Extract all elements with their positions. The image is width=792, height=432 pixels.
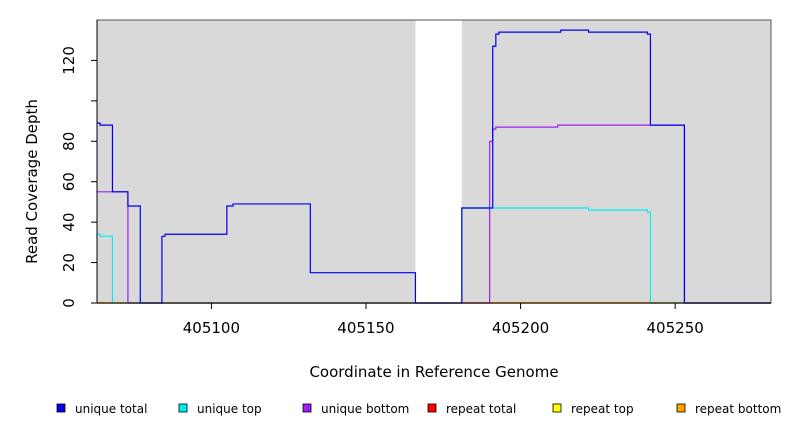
legend-swatch (302, 403, 312, 413)
series-line-unique-top (97, 207, 771, 304)
legend-swatch (427, 403, 437, 413)
shaded-region-1 (97, 20, 416, 303)
axes: 405100 405150 405200 405250 0 20 40 60 80 120 (60, 20, 771, 337)
y-axis-title: Read Coverage Depth (23, 99, 41, 264)
y-tick-label: 60 (60, 172, 78, 191)
legend-label: unique top (197, 402, 262, 416)
legend-swatch (676, 403, 686, 413)
shaded-region-2 (461, 20, 771, 303)
y-tick-label: 120 (60, 46, 78, 75)
legend-swatch (56, 403, 66, 413)
y-tick-label: 20 (60, 253, 78, 272)
y-tick-label: 40 (60, 213, 78, 232)
legend: unique total unique top unique bottom repea… (56, 402, 781, 416)
x-tick-label: 405250 (647, 319, 704, 337)
legend-label: repeat bottom (695, 402, 781, 416)
x-tick-label: 405150 (337, 319, 394, 337)
legend-label: repeat top (571, 402, 634, 416)
y-tick-label: 80 (60, 132, 78, 151)
x-axis-title: Coordinate in Reference Genome (309, 363, 558, 381)
y-tick-label: 0 (60, 298, 78, 308)
legend-label: repeat total (446, 402, 516, 416)
legend-swatch (178, 403, 188, 413)
legend-label: unique bottom (321, 402, 409, 416)
x-tick-label: 405100 (183, 319, 240, 337)
legend-swatch (552, 403, 562, 413)
x-tick-label: 405200 (492, 319, 549, 337)
legend-label: unique total (75, 402, 147, 416)
shaded-regions (97, 20, 771, 303)
